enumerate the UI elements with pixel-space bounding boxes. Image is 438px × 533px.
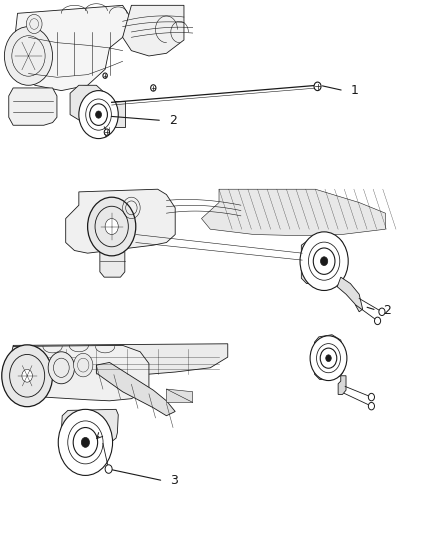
Circle shape (326, 355, 331, 361)
Circle shape (310, 336, 347, 381)
Polygon shape (337, 277, 363, 312)
Polygon shape (166, 389, 193, 402)
Text: 3: 3 (170, 474, 178, 487)
Circle shape (379, 308, 385, 316)
Polygon shape (9, 88, 57, 125)
Circle shape (105, 465, 112, 473)
Circle shape (48, 352, 74, 384)
Circle shape (320, 348, 337, 368)
Polygon shape (61, 409, 118, 450)
Circle shape (2, 345, 53, 407)
Polygon shape (123, 5, 184, 56)
Circle shape (105, 219, 118, 235)
Polygon shape (96, 362, 175, 416)
Polygon shape (100, 252, 125, 277)
Polygon shape (338, 376, 346, 394)
Circle shape (313, 248, 335, 274)
Circle shape (79, 91, 118, 139)
Polygon shape (70, 85, 105, 120)
Circle shape (300, 232, 348, 290)
Polygon shape (13, 5, 131, 91)
Circle shape (368, 393, 374, 401)
Polygon shape (314, 335, 344, 379)
Circle shape (74, 353, 93, 377)
FancyBboxPatch shape (101, 101, 125, 127)
Polygon shape (201, 189, 385, 236)
Circle shape (73, 427, 98, 457)
Circle shape (81, 438, 89, 447)
Polygon shape (66, 189, 175, 253)
Circle shape (95, 111, 102, 118)
Text: 2: 2 (383, 304, 391, 317)
Polygon shape (13, 344, 228, 378)
Circle shape (4, 27, 53, 85)
Circle shape (88, 197, 136, 256)
Circle shape (103, 73, 107, 78)
Circle shape (58, 409, 113, 475)
Circle shape (374, 317, 381, 325)
Circle shape (151, 85, 156, 91)
Circle shape (368, 402, 374, 410)
Circle shape (26, 14, 42, 34)
Text: 1: 1 (350, 84, 358, 97)
Circle shape (22, 369, 32, 382)
Circle shape (314, 82, 321, 91)
Polygon shape (9, 345, 149, 401)
Text: 2: 2 (169, 114, 177, 127)
Circle shape (321, 257, 328, 265)
Circle shape (90, 104, 107, 125)
Polygon shape (301, 236, 346, 284)
Circle shape (104, 129, 110, 135)
